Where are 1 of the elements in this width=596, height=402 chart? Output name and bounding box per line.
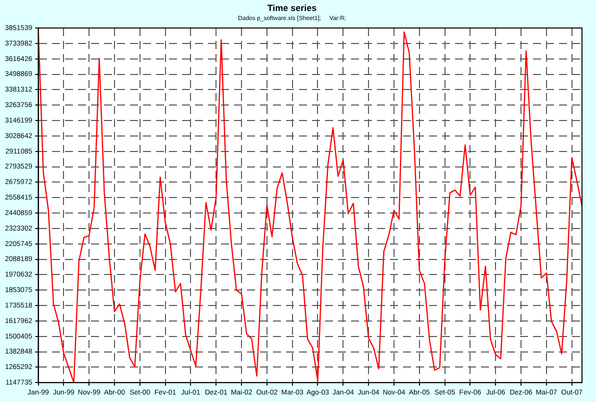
chart-title: Time series xyxy=(267,2,317,13)
